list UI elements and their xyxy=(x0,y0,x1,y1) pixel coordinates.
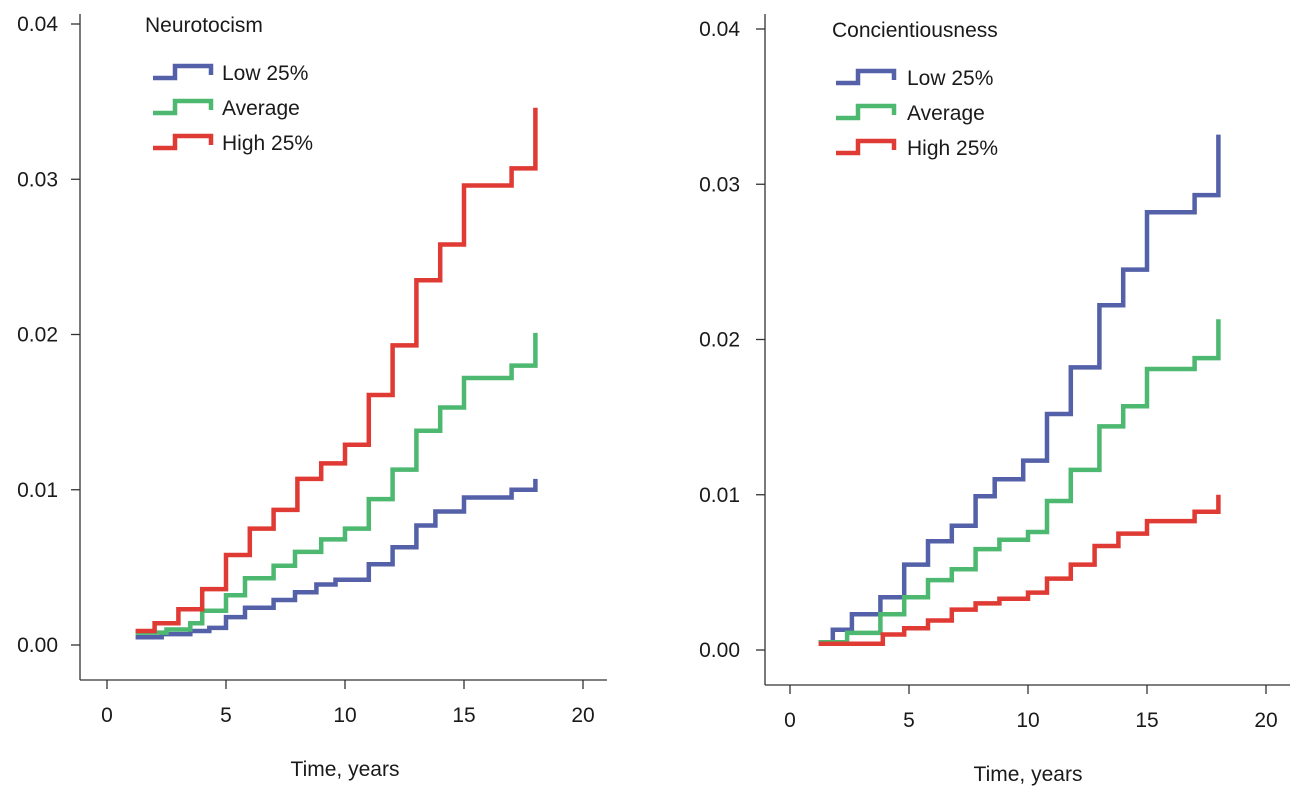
y-tick-label: 0.00 xyxy=(17,634,58,657)
neuroticism-panel: 0.00 0.01 0.02 0.03 0.04 0 5 10 15 20 Time, years N… xyxy=(17,13,607,781)
y-tick-label: 0.03 xyxy=(699,173,740,196)
legend-label: High 25% xyxy=(907,137,998,160)
conscientiousness-panel: 0.00 0.01 0.02 0.03 0.04 0 5 10 15 20 Time, years C… xyxy=(699,14,1290,786)
series-line-high-25 xyxy=(818,494,1221,647)
series-line-low-25 xyxy=(818,134,1221,645)
legend-label: Average xyxy=(907,102,985,125)
y-tick-label: 0.03 xyxy=(17,168,58,191)
x-axis-title: Time, years xyxy=(974,763,1083,786)
x-tick-label: 20 xyxy=(1254,709,1277,732)
legend-title: Concientiousness xyxy=(832,19,998,42)
legend-label: Low 25% xyxy=(907,67,993,90)
legend-label: High 25% xyxy=(222,132,313,155)
x-axis-title: Time, years xyxy=(291,758,400,781)
x-tick-label: 0 xyxy=(101,704,113,727)
x-tick-label: 15 xyxy=(452,704,475,727)
x-tick-label: 0 xyxy=(784,709,796,732)
y-tick-label: 0.00 xyxy=(699,639,740,662)
series-line-high-25 xyxy=(135,107,538,634)
legend-label: Low 25% xyxy=(222,62,308,85)
y-tick-label: 0.04 xyxy=(699,18,740,41)
y-tick-label: 0.02 xyxy=(17,324,58,347)
y-tick-label: 0.04 xyxy=(17,13,58,36)
series-line-average xyxy=(818,319,1221,645)
y-tick-label: 0.02 xyxy=(699,329,740,352)
x-tick-label: 20 xyxy=(571,704,594,727)
legend-swatch xyxy=(836,138,897,156)
legend-swatch xyxy=(836,68,897,86)
legend-label: Average xyxy=(222,97,300,120)
legend-swatch xyxy=(836,103,897,121)
legend-swatch xyxy=(153,98,214,116)
y-tick-label: 0.01 xyxy=(17,479,58,502)
x-tick-label: 5 xyxy=(220,704,232,727)
legend-swatch xyxy=(153,133,214,151)
series-line-average xyxy=(135,332,538,635)
x-tick-label: 10 xyxy=(1016,709,1039,732)
legend-swatch xyxy=(153,63,214,81)
x-tick-label: 5 xyxy=(903,709,915,732)
x-tick-label: 10 xyxy=(333,704,356,727)
y-tick-label: 0.01 xyxy=(699,484,740,507)
legend-title: Neurotocism xyxy=(145,14,263,37)
x-tick-label: 15 xyxy=(1135,709,1158,732)
series-line-low-25 xyxy=(135,478,538,640)
